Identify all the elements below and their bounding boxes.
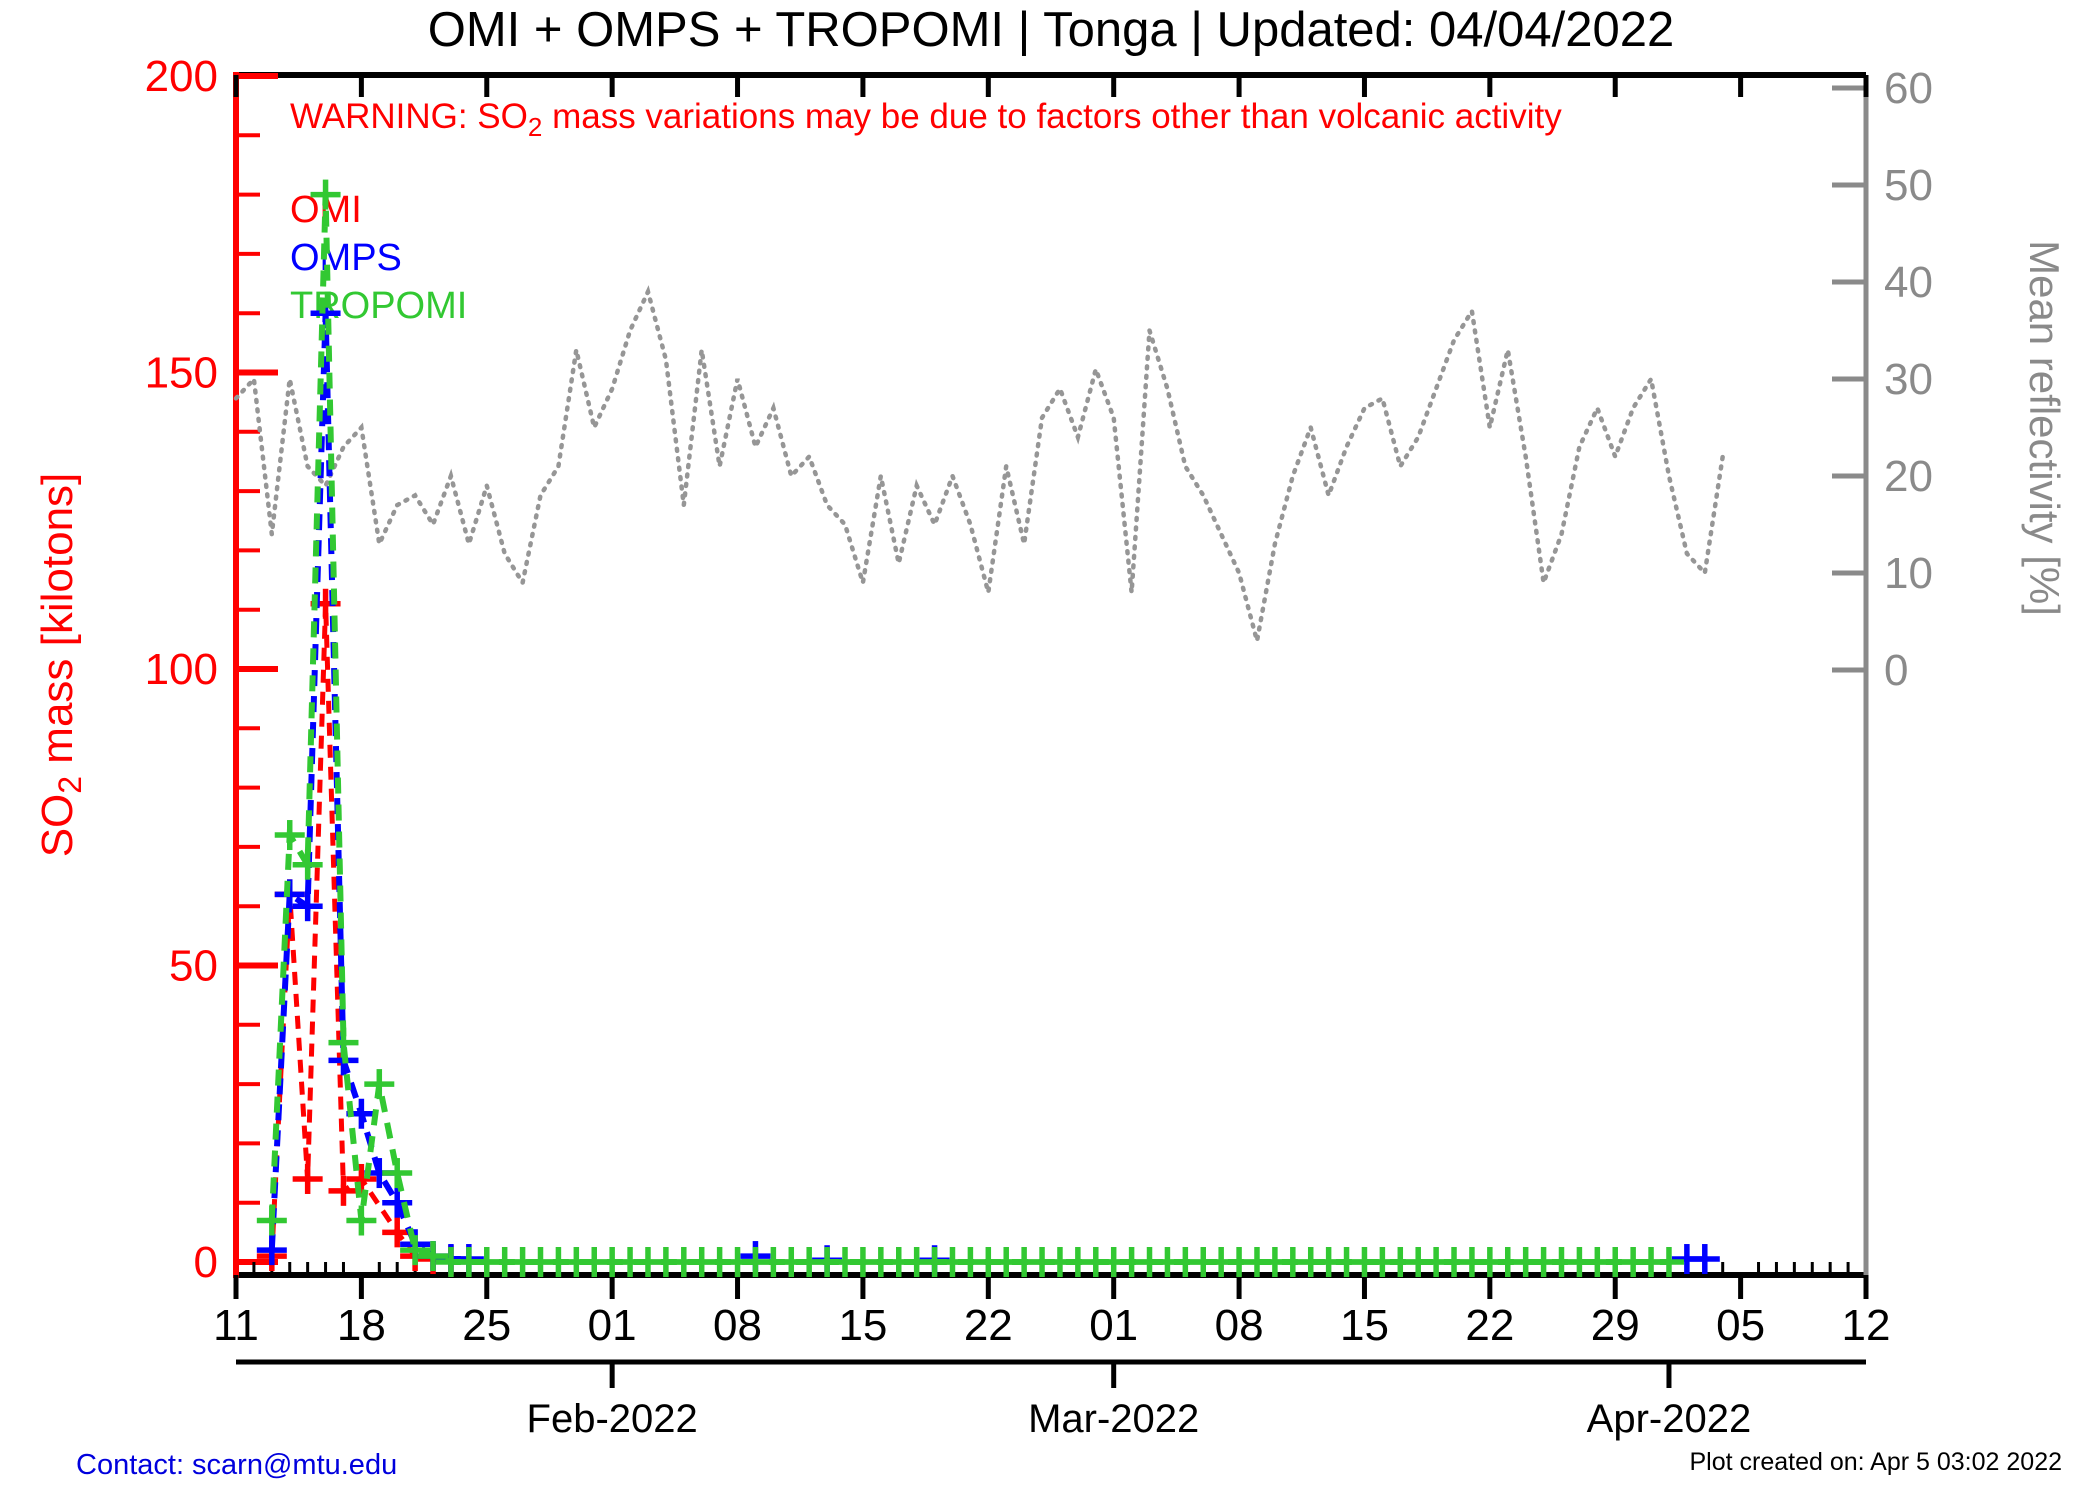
left-tick-label: 0: [194, 1238, 218, 1287]
left-tick-label: 150: [145, 349, 218, 398]
x-tick-label: 25: [462, 1301, 511, 1350]
right-tick-label: 10: [1884, 549, 1933, 598]
x-tick-label: 05: [1716, 1301, 1765, 1350]
x-tick-label: 01: [1089, 1301, 1138, 1350]
x-tick-label: 22: [1465, 1301, 1514, 1350]
axes-layer: [233, 72, 1869, 1388]
series-reflectivity-line: [233, 285, 1725, 642]
plot-created-note: Plot created on: Apr 5 03:02 2022: [1690, 1448, 2063, 1476]
x-tick-label: 18: [337, 1301, 386, 1350]
month-label: Apr-2022: [1587, 1397, 1752, 1441]
month-label: Mar-2022: [1028, 1397, 1199, 1441]
right-tick-label: 30: [1884, 355, 1933, 404]
series-omps-line: [268, 313, 469, 1262]
legend-item-omps: OMPS: [290, 237, 402, 279]
right-tick-label: 50: [1884, 161, 1933, 210]
right-tick-label: 0: [1884, 646, 1908, 695]
right-tick-label: 40: [1884, 258, 1933, 307]
month-label: Feb-2022: [527, 1397, 698, 1441]
x-tick-label: 12: [1842, 1301, 1891, 1350]
series-omi-line: [269, 603, 452, 1263]
right-axis-label: Mean reflectivity [%]: [2021, 240, 2068, 616]
x-tick-label: 01: [588, 1301, 637, 1350]
left-tick-label: 50: [169, 942, 218, 991]
x-tick-label: 29: [1591, 1301, 1640, 1350]
x-tick-label: 08: [1215, 1301, 1264, 1350]
warning-text: WARNING: SO2 mass variations may be due …: [290, 97, 1562, 142]
right-tick-label: 20: [1884, 452, 1933, 501]
series-tropomi-line: [268, 194, 1669, 1265]
left-tick-label: 100: [145, 645, 218, 694]
x-tick-label: 08: [713, 1301, 762, 1350]
legend-item-tropomi: TROPOMI: [290, 285, 467, 327]
x-tick-label: 22: [964, 1301, 1013, 1350]
left-axis-label: SO2 mass [kilotons]: [33, 473, 88, 858]
left-tick-label: 200: [145, 52, 218, 101]
right-tick-label: 60: [1884, 64, 1933, 113]
page-title: OMI + OMPS + TROPOMI | Tonga | Updated: …: [428, 3, 1675, 57]
x-tick-label: 15: [1340, 1301, 1389, 1350]
contact-link[interactable]: Contact: scarn@mtu.edu: [76, 1449, 397, 1481]
x-tick-label: 11: [213, 1301, 259, 1350]
series-layer: [233, 179, 1725, 1277]
x-tick-label: 15: [838, 1301, 887, 1350]
